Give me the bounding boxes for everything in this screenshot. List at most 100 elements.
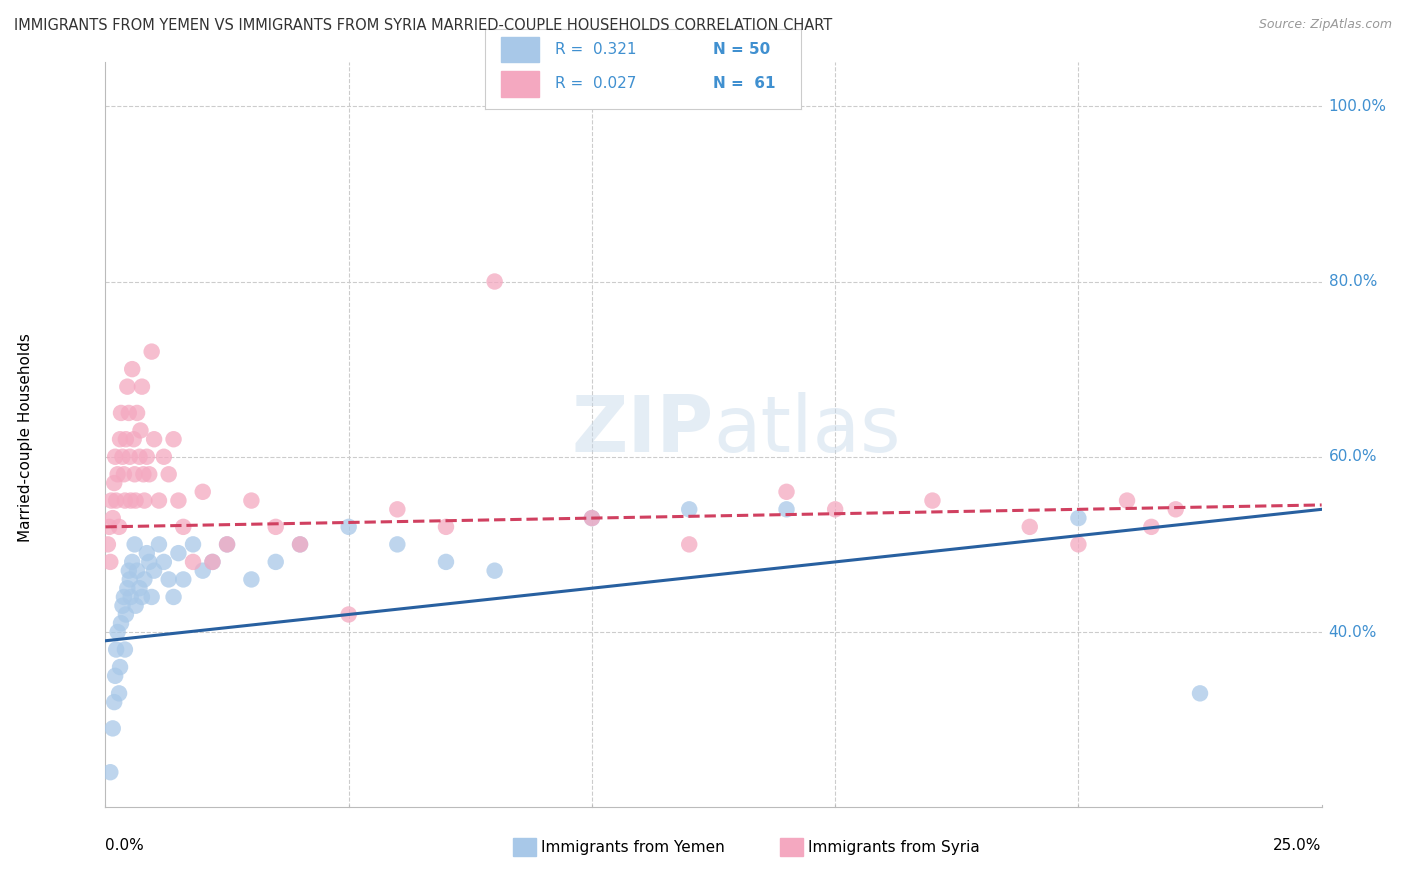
Point: [110, 406, 132, 420]
Point: [124, 537, 146, 551]
Point: [288, 537, 311, 551]
Point: [103, 476, 125, 491]
Point: [135, 546, 157, 560]
Point: [98, 555, 121, 569]
Point: [581, 511, 603, 525]
Text: Immigrants from Syria: Immigrants from Syria: [808, 840, 980, 855]
Point: [387, 537, 409, 551]
Point: [141, 590, 163, 604]
Point: [201, 555, 224, 569]
Point: [153, 450, 176, 464]
Point: [1189, 686, 1212, 700]
Text: 25.0%: 25.0%: [1274, 838, 1322, 854]
Bar: [501, 71, 538, 96]
Text: 0.0%: 0.0%: [105, 838, 145, 854]
Point: [191, 484, 214, 499]
Point: [131, 590, 153, 604]
Point: [138, 467, 160, 482]
Point: [337, 520, 360, 534]
Text: Source: ZipAtlas.com: Source: ZipAtlas.com: [1258, 18, 1392, 31]
Point: [337, 607, 360, 622]
Point: [128, 581, 150, 595]
Point: [98, 765, 121, 780]
Point: [1067, 537, 1090, 551]
Point: [120, 493, 142, 508]
Point: [105, 493, 128, 508]
Point: [678, 537, 700, 551]
Point: [118, 573, 141, 587]
Point: [191, 564, 214, 578]
Point: [115, 432, 138, 446]
Point: [1164, 502, 1187, 516]
Bar: [501, 37, 538, 62]
Point: [124, 467, 146, 482]
Point: [434, 520, 457, 534]
Point: [775, 502, 797, 516]
Point: [201, 555, 224, 569]
Text: N = 50: N = 50: [713, 42, 770, 57]
Point: [157, 573, 180, 587]
Point: [115, 607, 138, 622]
Point: [148, 493, 170, 508]
Text: Married-couple Households: Married-couple Households: [18, 333, 32, 541]
Text: 80.0%: 80.0%: [1329, 274, 1376, 289]
Point: [107, 467, 129, 482]
Point: [124, 493, 146, 508]
Point: [112, 590, 135, 604]
Point: [264, 555, 287, 569]
Point: [101, 722, 124, 736]
Point: [148, 537, 170, 551]
Point: [134, 493, 156, 508]
Point: [108, 520, 131, 534]
Point: [143, 564, 166, 578]
Point: [775, 484, 797, 499]
Point: [108, 660, 131, 674]
Point: [581, 511, 603, 525]
Point: [824, 502, 846, 516]
Point: [1116, 493, 1139, 508]
Point: [217, 537, 239, 551]
Point: [100, 493, 122, 508]
Point: [107, 625, 129, 640]
Point: [118, 564, 141, 578]
Point: [108, 686, 131, 700]
Point: [172, 520, 194, 534]
Point: [118, 406, 141, 420]
Point: [181, 537, 204, 551]
Point: [1067, 511, 1090, 525]
Point: [111, 450, 134, 464]
Point: [120, 590, 142, 604]
Text: 60.0%: 60.0%: [1329, 450, 1376, 464]
Point: [101, 511, 124, 525]
Point: [678, 502, 700, 516]
Point: [121, 362, 143, 376]
Text: atlas: atlas: [713, 392, 901, 468]
Text: ZIP: ZIP: [571, 392, 713, 468]
Point: [153, 555, 176, 569]
Point: [387, 502, 409, 516]
Point: [125, 406, 148, 420]
Point: [117, 581, 139, 595]
Point: [104, 450, 127, 464]
Point: [135, 450, 157, 464]
Text: Immigrants from Yemen: Immigrants from Yemen: [541, 840, 725, 855]
Point: [110, 616, 132, 631]
Point: [172, 573, 194, 587]
Text: 100.0%: 100.0%: [1329, 99, 1386, 114]
Text: 40.0%: 40.0%: [1329, 624, 1376, 640]
Point: [132, 467, 155, 482]
Point: [114, 642, 136, 657]
Point: [484, 564, 506, 578]
Point: [108, 432, 131, 446]
Point: [162, 432, 184, 446]
Point: [143, 432, 166, 446]
Text: N =  61: N = 61: [713, 77, 775, 92]
Point: [105, 642, 128, 657]
Point: [117, 379, 139, 393]
Point: [111, 599, 134, 613]
Point: [162, 590, 184, 604]
Point: [125, 564, 148, 578]
Point: [167, 546, 190, 560]
Point: [1140, 520, 1163, 534]
Point: [131, 379, 153, 393]
